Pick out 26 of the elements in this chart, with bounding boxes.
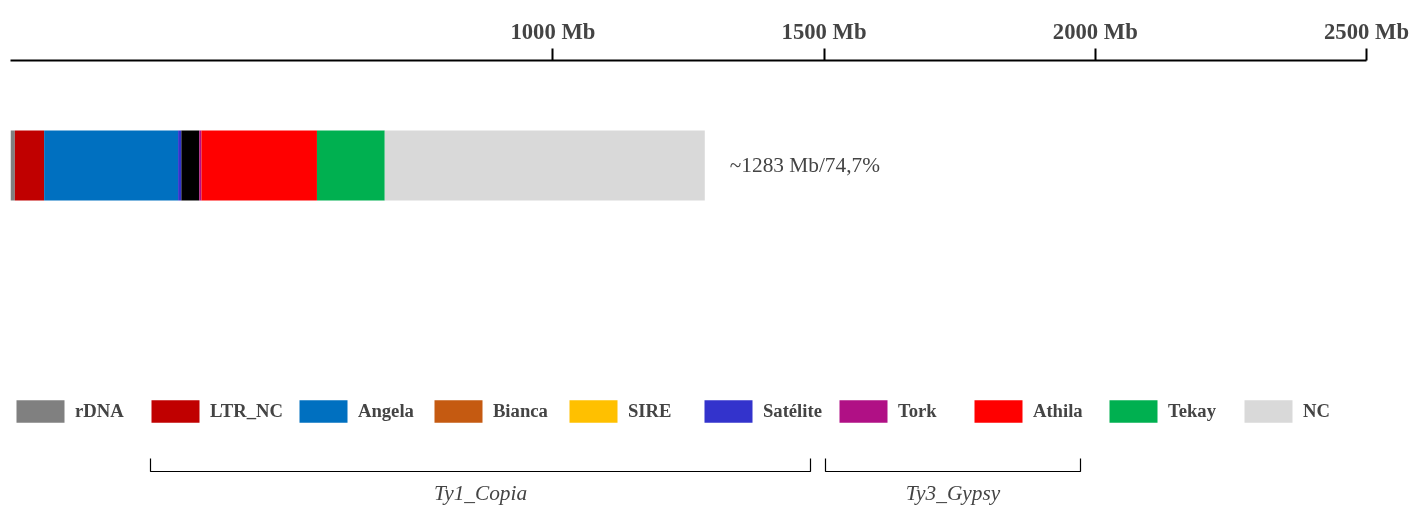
x-tick-label: 2000 Mb: [1052, 18, 1138, 44]
legend-label: Athila: [1032, 400, 1084, 422]
bar: [316, 130, 385, 201]
legend-label: NC: [1302, 400, 1331, 422]
legend-label: Angela: [357, 400, 415, 422]
legend-label: Bianca: [492, 400, 549, 422]
bar: [178, 130, 182, 201]
bar: [14, 130, 45, 201]
legend-label: Tekay: [1167, 400, 1217, 422]
legend-label: Tork: [897, 400, 938, 422]
legend-label: LTR_NC: [210, 400, 283, 422]
bar: [44, 130, 179, 201]
annotation: ~1283 Mb/74,7%: [729, 152, 881, 177]
x-tick-label: 2500 Mb: [1324, 18, 1409, 44]
bar: [10, 130, 15, 201]
bar: [181, 130, 200, 201]
text: Ty1_Copia: [433, 480, 528, 505]
legend-label: SIRE: [627, 400, 673, 422]
bar: [201, 130, 317, 201]
bar: [199, 130, 202, 201]
legend-label: Satélite: [762, 400, 823, 422]
x-tick-label: 1000 Mb: [510, 18, 596, 44]
bar: [384, 130, 705, 201]
text: Ty3_Gypsy: [905, 480, 1001, 505]
x-tick-label: 1500 Mb: [781, 18, 867, 44]
legend-label: rDNA: [75, 400, 125, 422]
